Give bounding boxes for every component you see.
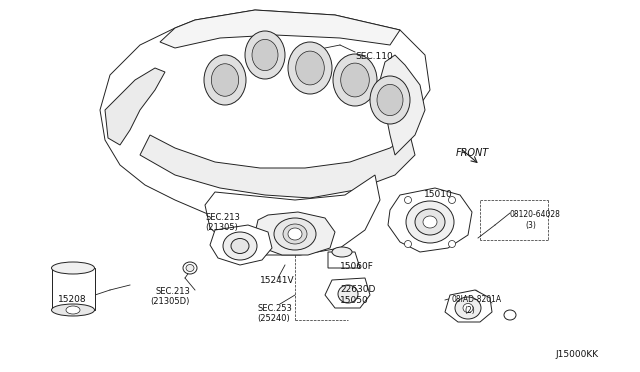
Ellipse shape — [333, 54, 377, 106]
Ellipse shape — [252, 39, 278, 71]
Ellipse shape — [51, 262, 95, 274]
Ellipse shape — [296, 51, 324, 85]
Ellipse shape — [449, 241, 456, 247]
Ellipse shape — [340, 63, 369, 97]
Ellipse shape — [370, 76, 410, 124]
Ellipse shape — [51, 304, 95, 316]
Text: 15010: 15010 — [424, 190, 452, 199]
Ellipse shape — [377, 84, 403, 116]
Text: FRONT: FRONT — [456, 148, 489, 158]
Ellipse shape — [223, 232, 257, 260]
Ellipse shape — [338, 285, 358, 303]
Ellipse shape — [404, 241, 412, 247]
Polygon shape — [388, 188, 472, 252]
Ellipse shape — [245, 31, 285, 79]
Text: (3): (3) — [525, 221, 536, 230]
Text: J15000KK: J15000KK — [555, 350, 598, 359]
Ellipse shape — [404, 196, 412, 203]
Polygon shape — [255, 212, 335, 255]
Ellipse shape — [332, 247, 352, 257]
Polygon shape — [445, 290, 492, 322]
Text: SEC.213: SEC.213 — [155, 287, 190, 296]
Ellipse shape — [66, 306, 80, 314]
Polygon shape — [52, 268, 95, 310]
Ellipse shape — [283, 224, 307, 244]
Ellipse shape — [504, 310, 516, 320]
Polygon shape — [380, 55, 425, 155]
Text: (2): (2) — [464, 306, 475, 315]
Polygon shape — [325, 278, 370, 308]
Text: 08120-64028: 08120-64028 — [510, 210, 561, 219]
Ellipse shape — [463, 304, 473, 312]
Text: (25240): (25240) — [257, 314, 290, 323]
Text: 15060F: 15060F — [340, 262, 374, 271]
Ellipse shape — [455, 297, 481, 319]
Text: SEC.110: SEC.110 — [355, 52, 393, 61]
Text: SEC.253: SEC.253 — [257, 304, 292, 313]
Polygon shape — [105, 68, 165, 145]
Text: (21305): (21305) — [205, 223, 238, 232]
Polygon shape — [210, 225, 272, 265]
Ellipse shape — [183, 262, 197, 274]
Text: 15050: 15050 — [340, 296, 369, 305]
Text: 22630D: 22630D — [340, 285, 376, 294]
Polygon shape — [328, 252, 360, 268]
Ellipse shape — [288, 228, 302, 240]
Text: 08IAD-8201A: 08IAD-8201A — [452, 295, 502, 304]
Text: SEC.213: SEC.213 — [205, 213, 240, 222]
Polygon shape — [100, 10, 430, 220]
Ellipse shape — [204, 55, 246, 105]
Polygon shape — [205, 175, 380, 255]
Ellipse shape — [449, 196, 456, 203]
Ellipse shape — [231, 238, 249, 253]
Ellipse shape — [186, 264, 194, 272]
Ellipse shape — [288, 42, 332, 94]
Ellipse shape — [274, 218, 316, 250]
Polygon shape — [140, 135, 415, 198]
Text: (21305D): (21305D) — [150, 297, 189, 306]
Polygon shape — [160, 10, 400, 48]
Text: 15241V: 15241V — [260, 276, 294, 285]
Ellipse shape — [211, 64, 239, 96]
Text: 15208: 15208 — [58, 295, 86, 304]
Ellipse shape — [406, 201, 454, 243]
Ellipse shape — [423, 216, 437, 228]
Ellipse shape — [415, 209, 445, 235]
